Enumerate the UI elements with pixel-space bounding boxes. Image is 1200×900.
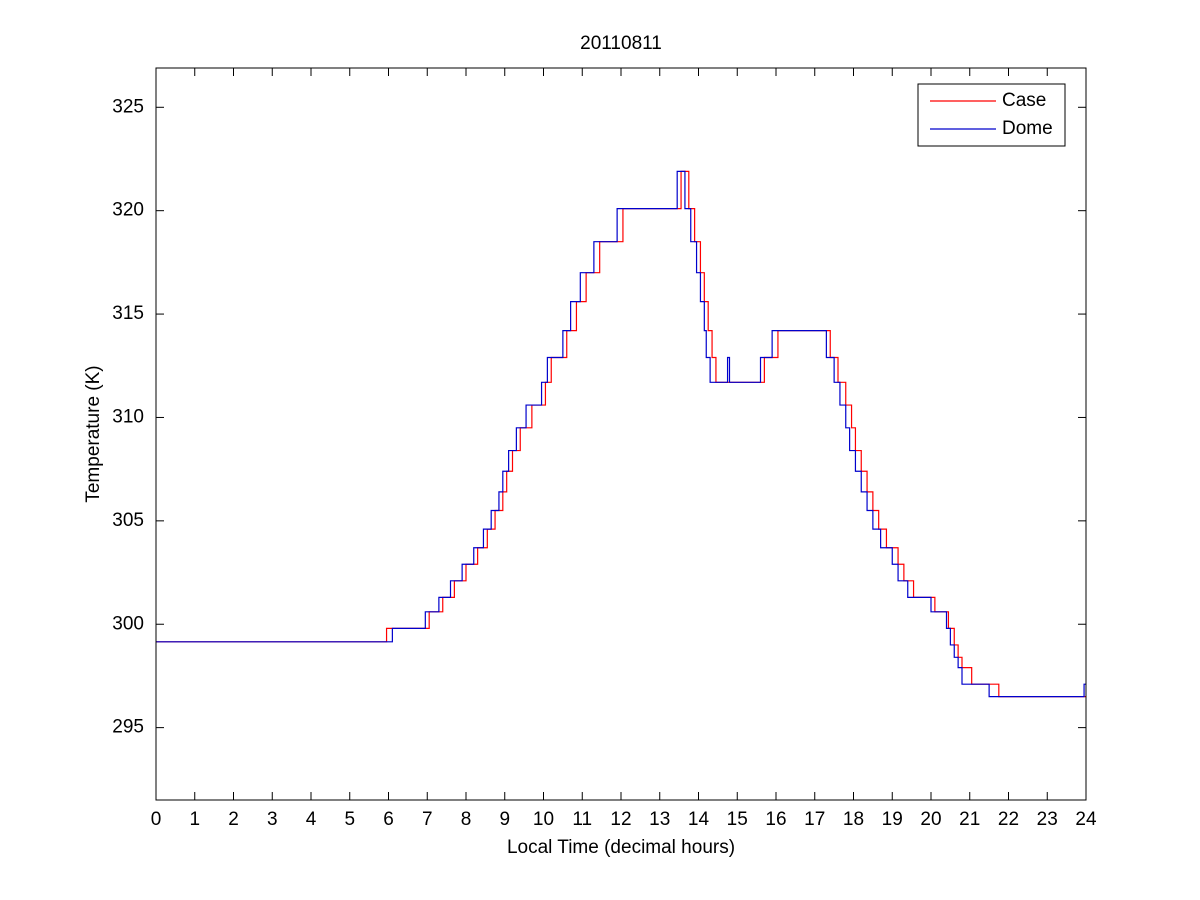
x-tick-label: 3 — [267, 809, 278, 830]
x-tick-label: 7 — [422, 809, 433, 830]
legend-label: Dome — [1002, 118, 1053, 139]
plot-frame — [155, 67, 1087, 801]
x-tick-label: 15 — [727, 809, 748, 830]
y-tick-label: 300 — [112, 613, 144, 634]
x-tick-label: 24 — [1075, 809, 1097, 830]
y-axis-label: Temperature (K) — [83, 365, 104, 502]
y-tick-label: 305 — [112, 510, 144, 531]
x-tick-label: 20 — [920, 809, 941, 830]
x-tick-label: 14 — [688, 809, 710, 830]
x-tick-label: 6 — [383, 809, 394, 830]
x-tick-label: 23 — [1037, 809, 1058, 830]
y-tick-label: 310 — [112, 406, 144, 427]
x-tick-label: 22 — [998, 809, 1019, 830]
x-tick-label: 1 — [189, 809, 200, 830]
y-tick-label: 315 — [112, 303, 144, 324]
y-tick-label: 325 — [112, 96, 144, 117]
series-line — [156, 170, 1086, 698]
x-tick-label: 16 — [765, 809, 786, 830]
x-tick-label: 12 — [610, 809, 631, 830]
x-tick-label: 4 — [306, 809, 317, 830]
x-tick-label: 10 — [533, 809, 554, 830]
x-tick-label: 0 — [151, 809, 162, 830]
y-tick-label: 295 — [112, 717, 144, 738]
x-tick-label: 21 — [959, 809, 980, 830]
y-tick-label: 320 — [112, 200, 144, 221]
x-tick-label: 9 — [499, 809, 510, 830]
legend-box — [917, 83, 1066, 147]
legend-label: Case — [1002, 90, 1046, 111]
x-axis-label: Local Time (decimal hours) — [507, 837, 735, 858]
x-tick-label: 2 — [228, 809, 239, 830]
x-tick-label: 8 — [461, 809, 472, 830]
x-tick-label: 18 — [843, 809, 864, 830]
chart-title: 20110811 — [580, 33, 662, 54]
x-tick-label: 19 — [882, 809, 903, 830]
x-tick-label: 11 — [572, 809, 592, 830]
x-tick-label: 17 — [804, 809, 825, 830]
x-tick-label: 5 — [344, 809, 355, 830]
x-tick-label: 13 — [649, 809, 670, 830]
